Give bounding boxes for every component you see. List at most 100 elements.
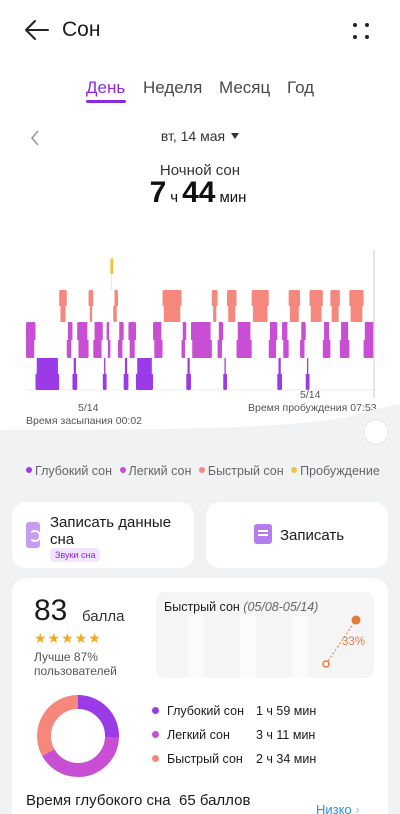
rem-trend-point-first xyxy=(322,660,330,668)
sleep-segment-deep xyxy=(35,358,60,390)
deep-sleep-score-row[interactable]: Время глубокого сна 65 баллов xyxy=(26,792,250,809)
legend-light-label: Легкий сон xyxy=(128,464,192,478)
sleep-segment-rem xyxy=(227,290,237,322)
sleep-sounds-tag: Звуки сна xyxy=(50,548,101,562)
stat-light-value: 3 ч 11 мин xyxy=(256,728,316,742)
sleep-segment-rem xyxy=(211,290,218,322)
rem-trend-point-latest xyxy=(351,615,361,625)
score-stars-icon: ★★★★★ xyxy=(34,630,102,647)
sleep-start-label: Время засыпания 00:02 xyxy=(26,415,143,427)
deep-sleep-score: 65 баллов xyxy=(178,792,251,809)
legend-dot-awake xyxy=(291,467,298,473)
sleep-segment-light xyxy=(217,322,224,358)
duration-minutes-unit: мин xyxy=(219,189,247,206)
sleep-segment-rem xyxy=(288,290,301,322)
donut-slice-light xyxy=(37,695,119,777)
legend-dot-light xyxy=(119,467,126,473)
sleep-segment-rem xyxy=(59,290,67,322)
sleep-segment-light xyxy=(268,322,278,358)
record-sleep-data-label: Записать данные сна xyxy=(50,514,172,548)
record-note-card[interactable]: Записать xyxy=(206,502,388,568)
stat-light: Легкий сон 3 ч 11 мин xyxy=(152,728,315,742)
rem-trend-card[interactable]: Быстрый сон (05/08-05/14) 33% xyxy=(156,592,374,678)
chevron-right-icon: › xyxy=(355,802,360,814)
sleep-stage-chart[interactable] xyxy=(0,240,400,400)
sleep-type-label: Ночной сон xyxy=(159,162,241,179)
stat-deep-dot xyxy=(152,707,159,714)
stage-share-donut xyxy=(37,695,119,777)
sleep-segment-light xyxy=(282,322,289,358)
stage-legend: Глубокий сон Легкий сон Быстрый сон Проб… xyxy=(26,464,384,478)
sleep-segment-light xyxy=(66,322,73,358)
duration-minutes: 44 xyxy=(182,176,216,209)
legend-dot-deep xyxy=(26,467,32,473)
sleep-segment-light xyxy=(339,322,350,358)
legend-rem-label: Быстрый сон xyxy=(207,464,284,478)
previous-day-chevron-icon[interactable] xyxy=(28,128,42,148)
caret-down-icon xyxy=(231,133,240,139)
date-label: вт, 14 мая xyxy=(160,128,226,144)
stat-rem-value: 2 ч 34 мин xyxy=(256,752,317,766)
deep-sleep-rating[interactable]: Низко › xyxy=(316,802,360,814)
stars-text: ★★★★★ xyxy=(34,630,102,646)
tab-day[interactable]: День xyxy=(86,78,126,97)
back-arrow-icon[interactable] xyxy=(22,16,52,44)
notepad-icon xyxy=(254,524,272,544)
tab-month[interactable]: Месяц xyxy=(219,78,271,97)
active-tab-indicator xyxy=(86,100,126,103)
sleep-segment-rem xyxy=(309,290,323,322)
app-bar: Сон xyxy=(0,0,400,60)
stat-rem-label: Быстрый сон xyxy=(167,752,243,766)
sleep-segment-light xyxy=(236,322,252,358)
date-selector[interactable]: вт, 14 мая xyxy=(0,128,400,144)
period-tabs: День Неделя Месяц Год xyxy=(0,78,400,108)
duration-hours: 7 xyxy=(149,176,167,209)
rem-trend-percent: 33% xyxy=(342,636,366,648)
end-date-label: 5/14 xyxy=(300,389,321,401)
rem-trend-title-text: Быстрый сон xyxy=(164,600,240,614)
rem-trend-title: Быстрый сон (05/08-05/14) xyxy=(164,600,318,614)
wake-time-label: Время пробуждения 07:53 xyxy=(248,402,377,414)
sleep-segment-light xyxy=(26,322,36,358)
sleep-segment-rem xyxy=(330,290,340,322)
more-options-icon[interactable] xyxy=(350,20,372,42)
stat-deep: Глубокий сон 1 ч 59 мин xyxy=(152,704,316,718)
sleep-score-card[interactable]: 83 балла ★★★★★ Лучше 87% пользователей Б… xyxy=(12,578,388,814)
duration-hours-unit: ч xyxy=(170,189,179,206)
sleep-segment-rem xyxy=(162,290,182,322)
sleep-segment-light xyxy=(300,322,306,358)
donut-slice-rem xyxy=(37,695,119,777)
legend-deep-label: Глубокий сон xyxy=(35,464,113,478)
better-than-users: Лучше 87% пользователей xyxy=(34,650,117,678)
record-label: Записать xyxy=(280,527,345,544)
tab-week[interactable]: Неделя xyxy=(143,78,203,97)
score-unit: балла xyxy=(82,608,125,625)
sleep-duration: 7 ч 44 мин xyxy=(0,176,400,210)
deep-sleep-rating-text: Низко xyxy=(316,802,352,814)
stat-deep-value: 1 ч 59 мин xyxy=(256,704,317,718)
deep-sleep-label: Время глубокого сна xyxy=(26,792,171,809)
tab-year[interactable]: Год xyxy=(287,78,315,97)
sleep-segment-light xyxy=(93,322,103,358)
top-panel: Сон День Неделя Месяц Год вт, 14 мая Ноч… xyxy=(0,0,400,427)
stat-rem-dot xyxy=(152,755,159,762)
stat-rem: Быстрый сон 2 ч 34 мин xyxy=(152,752,316,766)
sleep-segment-light xyxy=(77,322,89,358)
record-sleep-sounds-card[interactable]: Записать данные сна Звуки сна xyxy=(12,502,194,568)
stat-light-dot xyxy=(152,731,159,738)
sleep-segment-light xyxy=(322,322,331,358)
rem-trend-sparkline xyxy=(188,615,361,678)
legend-awake-label: Пробуждение xyxy=(300,464,380,478)
score-value: 83 xyxy=(34,594,68,627)
legend-dot-rem xyxy=(198,467,205,473)
start-date-label: 5/14 xyxy=(78,402,99,414)
chart-scrubber-handle[interactable] xyxy=(363,419,389,445)
stat-light-label: Легкий сон xyxy=(167,728,230,742)
sleep-segment-light xyxy=(128,322,136,358)
page-title: Сон xyxy=(62,18,101,41)
sleep-segment-light xyxy=(190,322,212,358)
sleep-segment-light xyxy=(153,322,163,358)
sleep-segment-light xyxy=(363,322,374,358)
panel-wave-divider xyxy=(0,404,400,448)
phone-moon-icon xyxy=(26,522,41,548)
